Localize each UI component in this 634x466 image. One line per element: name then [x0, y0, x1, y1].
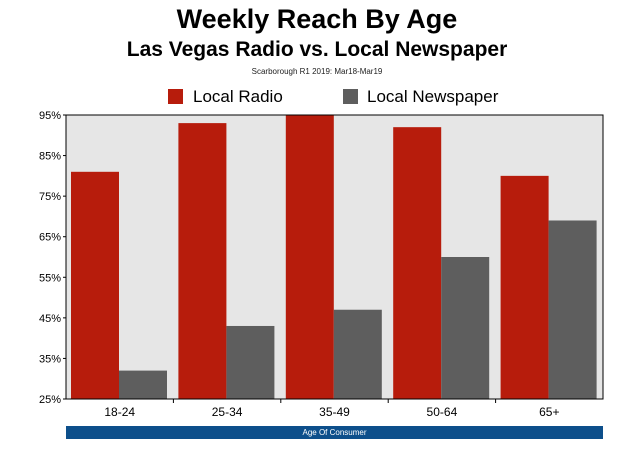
- y-tick-label: 25%: [39, 394, 61, 406]
- x-axis-label: Age Of Consumer: [66, 426, 603, 439]
- bar-newspaper-25-34: [226, 325, 275, 399]
- y-tick-label: 35%: [39, 353, 61, 365]
- x-tick-label: 25-34: [212, 405, 243, 419]
- chart-title: Weekly Reach By Age: [176, 4, 458, 34]
- legend-label-local-newspaper: Local Newspaper: [367, 87, 499, 106]
- y-tick-label: 65%: [39, 232, 61, 244]
- bar-radio-18-24: [71, 171, 119, 399]
- y-axis-ticks: 25% 35% 45% 55% 65% 75% 85% 95%: [39, 110, 66, 406]
- bar-radio-50-64: [393, 127, 442, 400]
- y-tick-label: 75%: [39, 191, 61, 203]
- y-tick-label: 95%: [39, 110, 61, 122]
- chart-source: Scarborough R1 2019: Mar18-Mar19: [251, 67, 383, 76]
- x-tick-label: 50-64: [427, 405, 458, 419]
- y-tick-label: 85%: [39, 151, 61, 163]
- bar-newspaper-50-64: [441, 257, 490, 399]
- chart-subtitle: Las Vegas Radio vs. Local Newspaper: [126, 38, 508, 61]
- x-tick-label: 65+: [539, 405, 559, 419]
- legend: Local Radio Local Newspaper: [168, 87, 499, 106]
- legend-label-local-radio: Local Radio: [193, 87, 283, 106]
- bars-group: [71, 115, 597, 400]
- legend-swatch-local-radio: [168, 89, 183, 104]
- bar-radio-25-34: [178, 123, 227, 399]
- plot-border: [65, 114, 604, 400]
- bar-radio-35-49: [285, 115, 334, 399]
- y-tick-label: 55%: [39, 272, 61, 284]
- bar-newspaper-18-24: [119, 370, 167, 399]
- bar-newspaper-65+: [548, 220, 597, 399]
- x-tick-label: 18-24: [104, 405, 135, 419]
- bar-radio-65+: [500, 175, 549, 399]
- bar-newspaper-35-49: [333, 309, 382, 399]
- x-tick-label: 35-49: [319, 405, 350, 419]
- y-tick-label: 45%: [39, 313, 61, 325]
- legend-swatch-local-newspaper: [343, 89, 358, 104]
- x-axis-ticks: 18-24 25-34 35-49 50-64 65+: [104, 399, 559, 419]
